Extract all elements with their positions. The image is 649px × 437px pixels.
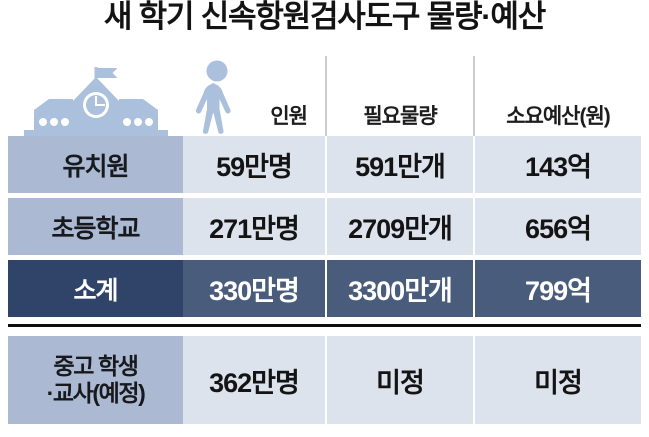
header-cell-people: 인원: [183, 56, 325, 136]
cell-quantity-kindergarten: 591만개: [325, 136, 473, 193]
row-label-secondary-line2: ·교사(예정): [46, 380, 146, 406]
section-separator: [8, 324, 641, 327]
row-label-kindergarten: 유치원: [8, 136, 183, 193]
table-row: 중고 학생 ·교사(예정) 362만명 미정 미정: [8, 336, 641, 424]
header-cell-quantity: 필요물량: [325, 56, 473, 136]
cell-quantity-elementary: 2709만개: [325, 198, 473, 255]
cell-people-kindergarten: 59만명: [183, 136, 325, 193]
row-label-secondary: 중고 학생 ·교사(예정): [8, 336, 183, 424]
cell-budget-subtotal: 799억: [473, 260, 641, 317]
cell-quantity-subtotal: 3300만개: [325, 260, 473, 317]
cell-people-subtotal: 330만명: [183, 260, 325, 317]
cell-people-secondary: 362만명: [183, 336, 325, 424]
table-row: 초등학교 271만명 2709만개 656억: [8, 198, 641, 255]
row-label-elementary: 초등학교: [8, 198, 183, 255]
school-icon: [16, 66, 176, 136]
header-cell-budget: 소요예산(원): [473, 56, 641, 136]
table-row-subtotal: 소계 330만명 3300만개 799억: [8, 260, 641, 317]
supply-budget-table: 인원 필요물량 소요예산(원) 유치원 59만명 591만개 143억 초등학교…: [8, 56, 641, 424]
cell-budget-secondary: 미정: [473, 336, 641, 424]
row-divider: [8, 255, 641, 260]
page-title: 새 학기 신속항원검사도구 물량·예산: [103, 0, 546, 34]
table-header-row: 인원 필요물량 소요예산(원): [8, 56, 641, 136]
row-label-secondary-line1: 중고 학생: [53, 352, 138, 379]
row-label-subtotal: 소계: [8, 260, 183, 317]
cell-budget-kindergarten: 143억: [473, 136, 641, 193]
cell-budget-elementary: 656억: [473, 198, 641, 255]
table-row: 유치원 59만명 591만개 143억: [8, 136, 641, 193]
header-label-people: 인원: [270, 105, 308, 128]
header-cell-category: [8, 56, 183, 136]
cell-people-elementary: 271만명: [183, 198, 325, 255]
row-divider: [8, 193, 641, 198]
cell-quantity-secondary: 미정: [325, 336, 473, 424]
